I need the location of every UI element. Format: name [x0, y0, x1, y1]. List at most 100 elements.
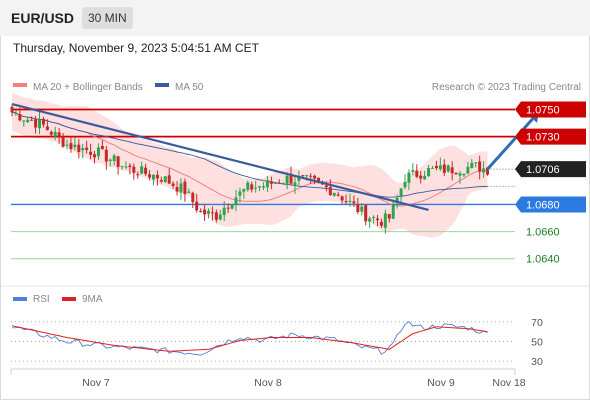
candle [419, 170, 423, 184]
candle [230, 203, 234, 210]
candle-body [108, 159, 112, 161]
level-label-1.0640: 1.0640 [526, 254, 560, 266]
bollinger-band-area [12, 93, 488, 238]
candle [214, 209, 218, 223]
candle [352, 195, 356, 208]
candle-body [289, 173, 293, 184]
level-label-1.0730: 1.0730 [515, 128, 586, 145]
level-tag [515, 161, 586, 178]
candle-body [61, 136, 65, 147]
candle [18, 107, 22, 122]
candle-body [434, 165, 438, 169]
level-tag-text: 1.0730 [526, 132, 560, 144]
candle-body [379, 221, 383, 226]
candle-body [191, 192, 195, 203]
candle [478, 155, 482, 180]
ma20-legend-label: MA 20 + Bollinger Bands [33, 82, 143, 93]
candle [379, 218, 383, 229]
candle-body [57, 132, 61, 137]
candle [391, 199, 395, 219]
candle-body [423, 175, 427, 180]
candle-body [183, 181, 187, 195]
candle-body [226, 207, 230, 209]
candle-body [10, 106, 14, 113]
rsi-line [11, 320, 488, 356]
candle-body [96, 147, 100, 157]
rsi-ma-line [11, 325, 488, 352]
candle-body [171, 183, 175, 186]
candlesticks [10, 104, 490, 234]
candle [203, 204, 207, 221]
candle-body [151, 174, 155, 180]
ma50-legend-label: MA 50 [175, 82, 204, 93]
candle-body [281, 183, 285, 185]
level-label-1.0660: 1.0660 [526, 227, 560, 239]
candle-body [124, 166, 128, 168]
rsi-tick-label: 50 [531, 336, 543, 348]
candle-body [431, 167, 435, 169]
candle [116, 156, 120, 175]
candle [407, 169, 411, 191]
rsi-legend-swatch [13, 297, 27, 301]
candle-body [317, 177, 321, 182]
candle-body [387, 214, 391, 219]
candle [372, 215, 376, 224]
candle-body [136, 174, 140, 176]
candle-body [144, 167, 148, 174]
candle-body [22, 120, 26, 122]
candle-body [234, 197, 238, 206]
candle-body [372, 216, 376, 218]
candle-body [438, 165, 442, 170]
candle [340, 195, 344, 204]
candle-body [41, 118, 45, 125]
candle-body [462, 173, 466, 176]
candle-body [344, 201, 348, 203]
candle [434, 160, 438, 171]
candle-body [454, 172, 458, 175]
candle [254, 180, 258, 193]
candle-body [26, 119, 30, 123]
interval-button[interactable]: 30 MIN [82, 7, 133, 29]
level-label-1.0680: 1.0680 [515, 196, 586, 213]
candle-body [140, 166, 144, 174]
candle-body [277, 182, 281, 184]
candle-body [399, 188, 403, 197]
candle-body [120, 166, 124, 168]
ma50-legend-swatch [155, 83, 169, 87]
candle [277, 179, 281, 184]
candle-body [93, 154, 97, 158]
candle [65, 139, 69, 150]
candle [183, 178, 187, 202]
candle [383, 209, 387, 234]
candle [336, 191, 340, 197]
candle [45, 119, 49, 131]
candle [132, 163, 136, 180]
candle-body [89, 151, 93, 155]
candle-body [207, 210, 210, 214]
candle [454, 172, 458, 175]
candle-body [112, 155, 116, 162]
ma50-line [11, 111, 488, 198]
rsi-ma-legend-swatch [62, 297, 76, 301]
candle-body [313, 175, 317, 179]
candle [167, 168, 171, 184]
candle-body [297, 176, 301, 181]
candle-body [65, 144, 69, 146]
candle-body [466, 166, 470, 174]
candle-body [391, 203, 395, 219]
candle-body [132, 166, 136, 173]
candle [258, 185, 262, 192]
candle-body [470, 162, 474, 168]
candle-body [360, 206, 364, 212]
candle-body [324, 185, 328, 188]
datetime-label: Thursday, November 9, 2023 5:04:51 AM CE… [13, 41, 259, 55]
candle [450, 161, 454, 181]
candle-body [49, 131, 53, 135]
level-labels: 1.0750 1.0730 1.0706 1.0680 1.0660 1.0640 [515, 101, 586, 266]
candle [155, 170, 159, 186]
candle [242, 188, 246, 199]
level-tag-text: 1.0750 [526, 104, 560, 116]
candle [73, 137, 77, 151]
candle-body [104, 149, 108, 162]
credit-label: Research © 2023 Trading Central [432, 82, 581, 93]
